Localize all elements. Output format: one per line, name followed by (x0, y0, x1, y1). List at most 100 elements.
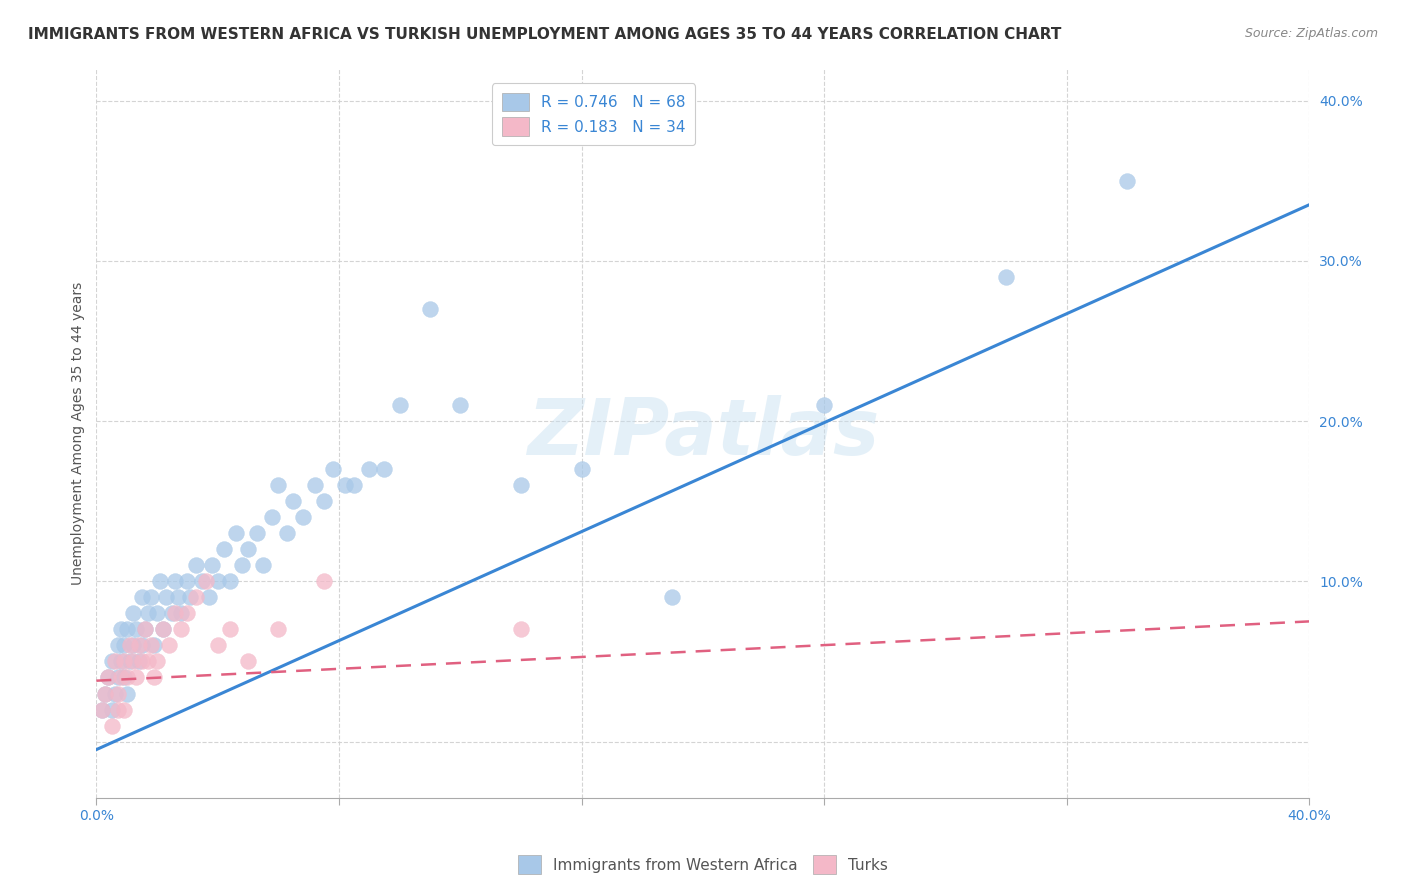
Point (322, 462, 344, 476)
Y-axis label: Unemployment Among Ages 35 to 44 years: Unemployment Among Ages 35 to 44 years (72, 282, 86, 585)
Point (134, 623, 156, 637)
Point (112, 702, 135, 716)
Point (118, 639, 141, 653)
Point (995, 269, 1018, 284)
Point (167, 591, 190, 605)
Point (103, 686, 125, 700)
Point (131, 639, 153, 653)
Point (186, 591, 208, 605)
Point (186, 558, 208, 573)
Point (373, 462, 395, 476)
Point (121, 607, 143, 621)
Point (449, 398, 471, 412)
Point (136, 607, 159, 621)
Point (152, 623, 174, 637)
Point (212, 542, 235, 557)
Point (197, 591, 219, 605)
Point (359, 462, 381, 476)
Point (91, 702, 114, 716)
Point (207, 574, 229, 589)
Point (110, 655, 132, 669)
Point (139, 639, 162, 653)
Point (107, 702, 129, 716)
Point (236, 542, 259, 557)
Point (107, 671, 129, 685)
Point (100, 702, 122, 716)
Point (152, 623, 174, 637)
Point (165, 607, 187, 621)
Point (267, 478, 290, 492)
Point (115, 686, 138, 700)
Point (97, 671, 120, 685)
Point (112, 671, 135, 685)
Point (218, 623, 240, 637)
Point (100, 718, 122, 732)
Point (110, 623, 132, 637)
Point (155, 591, 177, 605)
Point (304, 478, 326, 492)
Point (112, 639, 135, 653)
Point (143, 639, 166, 653)
Point (225, 526, 247, 541)
Point (283, 494, 305, 508)
Legend: Immigrants from Western Africa, Turks: Immigrants from Western Africa, Turks (512, 849, 894, 880)
Point (509, 478, 531, 492)
Text: IMMIGRANTS FROM WESTERN AFRICA VS TURKISH UNEMPLOYMENT AMONG AGES 35 TO 44 YEARS: IMMIGRANTS FROM WESTERN AFRICA VS TURKIS… (28, 27, 1062, 42)
Point (160, 607, 183, 621)
Point (146, 655, 169, 669)
Point (170, 607, 193, 621)
Point (131, 591, 153, 605)
Point (191, 574, 214, 589)
Point (94, 686, 117, 700)
Text: ZIPatlas: ZIPatlas (527, 395, 879, 471)
Point (125, 671, 148, 685)
Point (267, 623, 290, 637)
Point (165, 574, 187, 589)
Point (146, 607, 169, 621)
Point (343, 478, 366, 492)
Point (333, 478, 356, 492)
Point (121, 655, 143, 669)
Point (115, 623, 138, 637)
Point (200, 558, 222, 573)
Point (312, 494, 335, 508)
Point (125, 623, 148, 637)
Point (97, 671, 120, 685)
Point (291, 510, 314, 524)
Point (134, 623, 156, 637)
Point (107, 639, 129, 653)
Point (236, 655, 259, 669)
Point (231, 558, 253, 573)
Point (1116, 174, 1139, 188)
Legend: R = 0.746   N = 68, R = 0.183   N = 34: R = 0.746 N = 68, R = 0.183 N = 34 (492, 84, 695, 145)
Point (246, 526, 269, 541)
Point (110, 671, 132, 685)
Point (194, 574, 217, 589)
Point (388, 398, 411, 412)
Point (128, 655, 150, 669)
Point (276, 526, 298, 541)
Point (176, 574, 198, 589)
Point (118, 655, 141, 669)
Point (312, 574, 335, 589)
Point (207, 639, 229, 653)
Point (115, 671, 138, 685)
Point (103, 655, 125, 669)
Text: Source: ZipAtlas.com: Source: ZipAtlas.com (1244, 27, 1378, 40)
Point (218, 574, 240, 589)
Point (100, 655, 122, 669)
Point (176, 607, 198, 621)
Point (139, 591, 162, 605)
Point (112, 655, 135, 669)
Point (661, 591, 683, 605)
Point (94, 686, 117, 700)
Point (170, 623, 193, 637)
Point (149, 574, 172, 589)
Point (509, 623, 531, 637)
Point (136, 655, 159, 669)
Point (571, 462, 593, 476)
Point (252, 558, 274, 573)
Point (121, 639, 143, 653)
Point (131, 655, 153, 669)
Point (419, 301, 441, 316)
